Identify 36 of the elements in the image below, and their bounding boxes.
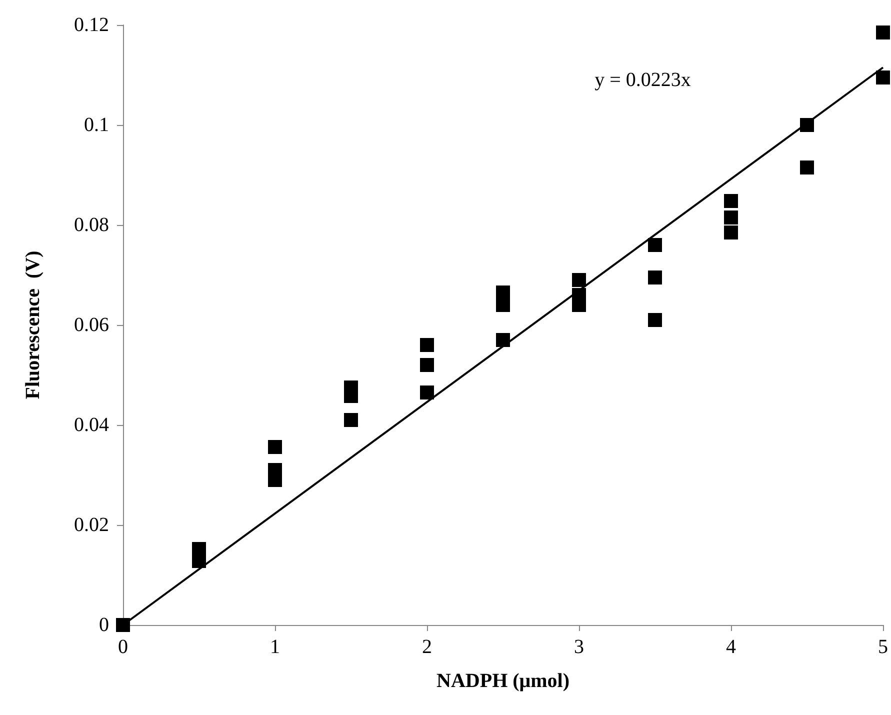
y-axis-title: Fluorescence (V) <box>22 250 44 400</box>
x-tick-label: 2 <box>422 636 432 658</box>
point <box>420 386 434 400</box>
point <box>496 333 510 347</box>
x-tick-label: 4 <box>726 636 736 658</box>
point <box>648 238 662 252</box>
point <box>420 358 434 372</box>
point <box>572 273 586 287</box>
y-tick-label: 0.02 <box>74 514 109 536</box>
annotation: y = 0.0223x <box>594 69 691 91</box>
y-tick-label: 0.06 <box>74 314 109 336</box>
y-tick-label: 0 <box>99 614 109 636</box>
point <box>800 160 814 174</box>
point <box>116 618 130 632</box>
x-tick-label: 1 <box>270 636 280 658</box>
y-tick-label: 0.1 <box>84 114 109 136</box>
point <box>724 194 738 208</box>
x-tick-label: 3 <box>574 636 584 658</box>
y-tick-label: 0.08 <box>74 214 109 236</box>
y-tick-label: 0.12 <box>74 14 109 36</box>
point <box>724 210 738 224</box>
point <box>268 440 282 454</box>
x-axis-title: NADPH (μmol) <box>436 670 570 692</box>
point <box>344 413 358 427</box>
point <box>876 70 890 84</box>
point <box>724 226 738 240</box>
x-tick-label: 0 <box>118 636 128 658</box>
point <box>420 338 434 352</box>
point <box>496 298 510 312</box>
point <box>648 270 662 284</box>
point <box>800 118 814 132</box>
point <box>876 26 890 40</box>
y-tick-label: 0.04 <box>74 414 109 436</box>
point <box>192 554 206 568</box>
x-tick-label: 5 <box>878 636 888 658</box>
point <box>648 313 662 327</box>
